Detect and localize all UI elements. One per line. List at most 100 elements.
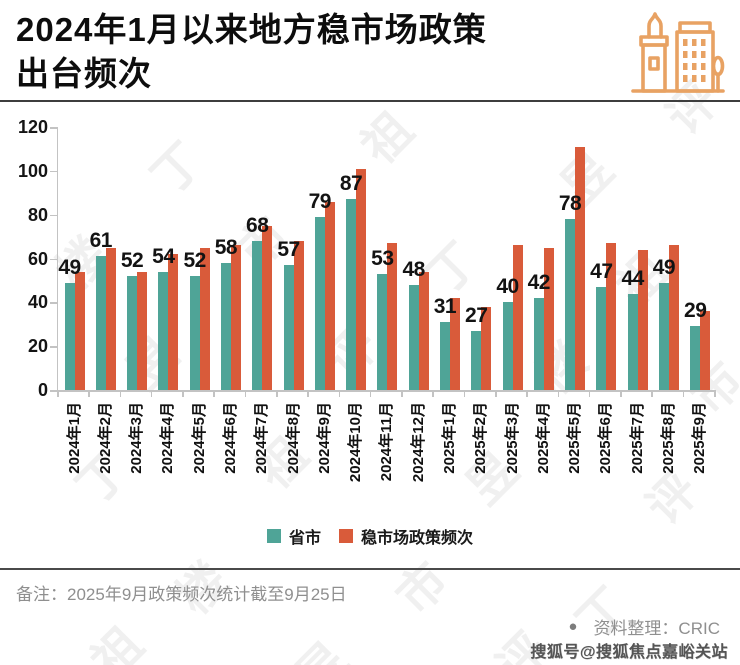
credit-text: 资料整理：CRIC <box>593 619 720 638</box>
legend-label-provinces: 省市 <box>288 530 321 547</box>
y-tick <box>50 258 57 260</box>
bar-省市 <box>377 273 388 390</box>
bar-省市 <box>189 276 200 390</box>
bar-value-label: 27 <box>465 303 488 327</box>
bar-value-label: 48 <box>402 257 425 281</box>
bullet-icon: ● <box>568 618 578 635</box>
bar-value-label: 49 <box>652 255 676 279</box>
bar-稳市场政策频次 <box>481 306 492 390</box>
x-tick <box>401 390 403 397</box>
y-axis <box>56 127 58 390</box>
bar-稳市场政策频次 <box>356 168 367 390</box>
bar-稳市场政策频次 <box>637 249 648 390</box>
sohu-account-watermark: 搜狐号@搜狐焦点嘉峪关站 <box>530 644 728 661</box>
x-category-label: 2024年6月 <box>221 402 239 474</box>
x-category-label: 2025年8月 <box>659 402 677 474</box>
footer-divider <box>0 568 740 570</box>
footnote: 备注：2025年9月政策频次统计截至9月25日 <box>16 585 347 604</box>
x-tick <box>495 390 497 397</box>
bar-chart: 0 20 40 60 80 100 120 49 2024年1月 61 2024年2月 52 2024年… <box>0 115 740 520</box>
x-tick <box>526 390 528 397</box>
y-tick-label: 60 <box>27 248 48 269</box>
bar-省市 <box>439 322 450 390</box>
x-tick <box>651 390 653 397</box>
x-tick <box>57 390 59 397</box>
bar-value-label: 54 <box>152 244 175 268</box>
y-tick-label: 80 <box>27 204 48 225</box>
x-tick <box>182 390 184 397</box>
bar-稳市场政策频次 <box>668 245 679 390</box>
x-category-label: 2025年9月 <box>691 402 709 474</box>
buildings-icon <box>626 6 726 105</box>
x-tick <box>714 390 716 397</box>
x-category-label: 2024年1月 <box>65 402 83 474</box>
bar-value-label: 78 <box>558 192 582 216</box>
bar-省市 <box>95 256 106 390</box>
y-tick <box>50 302 57 304</box>
x-category-label: 2025年6月 <box>597 402 615 474</box>
bar-稳市场政策频次 <box>230 245 241 390</box>
bar-稳市场政策频次 <box>105 247 116 390</box>
bar-value-label: 47 <box>590 259 613 283</box>
x-category-label: 2024年3月 <box>128 402 146 474</box>
bar-稳市场政策频次 <box>575 146 586 390</box>
bar-省市 <box>314 216 325 390</box>
x-tick <box>276 390 278 397</box>
x-tick <box>150 390 153 397</box>
bar-value-label: 42 <box>527 270 551 294</box>
bar-稳市场政策频次 <box>137 271 148 390</box>
x-tick <box>244 390 247 397</box>
bar-value-label: 44 <box>621 266 644 290</box>
x-tick <box>88 390 90 397</box>
x-category-label: 2025年1月 <box>440 402 458 474</box>
y-tick <box>50 127 57 129</box>
bar-省市 <box>690 326 701 390</box>
x-category-label: 2024年11月 <box>378 402 396 482</box>
bar-省市 <box>220 262 231 390</box>
bar-稳市场政策频次 <box>293 240 304 390</box>
bar-稳市场政策频次 <box>387 243 398 390</box>
bar-value-label: 40 <box>496 275 519 299</box>
page-title-line2: 出台频次 <box>16 55 152 92</box>
x-tick <box>432 390 434 397</box>
bar-value-label: 61 <box>89 229 113 253</box>
x-tick <box>307 390 309 397</box>
bar-省市 <box>596 286 607 390</box>
x-category-label: 2024年9月 <box>315 402 333 474</box>
x-category-label: 2024年7月 <box>253 402 271 474</box>
x-category-label: 2024年2月 <box>96 402 114 474</box>
bar-省市 <box>471 330 482 390</box>
x-category-label: 2024年8月 <box>284 402 302 474</box>
bar-省市 <box>565 219 576 390</box>
y-tick-label: 100 <box>17 160 48 181</box>
x-tick <box>463 390 466 397</box>
x-tick <box>369 390 372 397</box>
x-tick <box>682 390 685 397</box>
bar-省市 <box>283 265 294 390</box>
bar-稳市场政策频次 <box>262 225 273 390</box>
y-tick <box>50 346 57 348</box>
bar-省市 <box>252 240 263 390</box>
x-category-label: 2025年7月 <box>628 402 646 474</box>
x-tick <box>557 390 560 397</box>
bar-value-label: 68 <box>246 213 269 237</box>
page-title-line1: 2024年1月以来地方稳市场政策 <box>16 11 487 48</box>
y-tick <box>50 214 57 217</box>
bar-稳市场政策频次 <box>324 201 335 390</box>
bar-value-label: 57 <box>277 238 300 262</box>
bar-value-label: 79 <box>308 189 332 213</box>
bar-value-label: 52 <box>120 249 144 273</box>
bar-省市 <box>502 302 513 390</box>
x-tick <box>213 390 215 397</box>
bar-value-label: 53 <box>371 246 394 270</box>
bar-省市 <box>533 297 544 390</box>
x-category-label: 2024年10月 <box>347 402 365 483</box>
bar-value-label: 58 <box>214 235 238 259</box>
x-tick <box>588 390 591 397</box>
bar-稳市场政策频次 <box>543 247 554 390</box>
page-title: 2024年1月以来地方稳市场政策 出台频次 <box>16 8 616 96</box>
x-category-label: 2025年4月 <box>534 402 552 474</box>
x-category-label: 2025年3月 <box>503 402 521 474</box>
bar-省市 <box>127 276 138 390</box>
